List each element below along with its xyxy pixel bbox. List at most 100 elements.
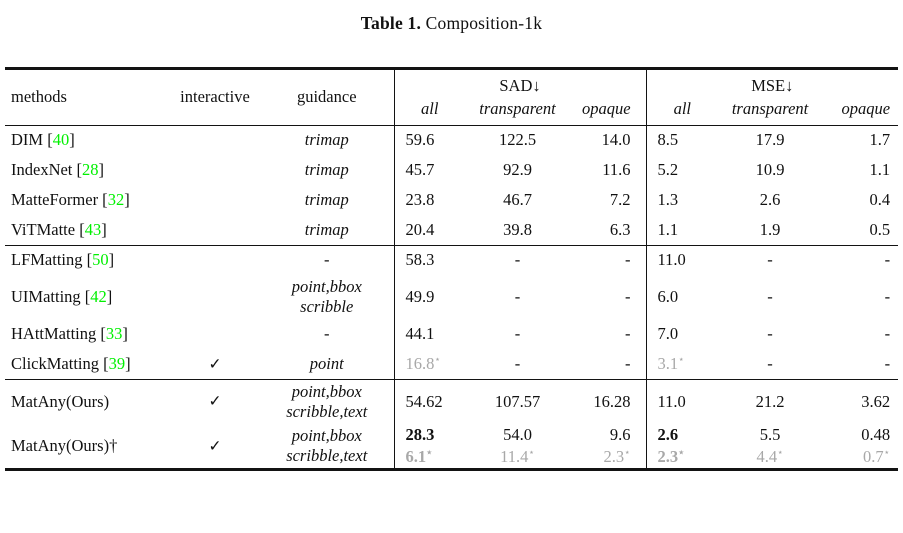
cell-sad-transparent: 92.9	[503, 160, 532, 180]
cell-mse-transparent: -	[767, 324, 773, 344]
interactive-empty	[170, 215, 260, 245]
table-row: IndexNet [28] trimap 45.7 92.9 11.6 5.2 10.9 1.…	[5, 155, 898, 185]
col-group-mse: MSE↓	[645, 70, 899, 97]
cell-sad-opaque: -	[625, 324, 631, 344]
guidance-value: point,bbox scribble,text	[286, 426, 368, 466]
cell-sad-transparent: -	[514, 287, 521, 307]
guidance-value: trimap	[304, 219, 349, 239]
cell-mse-opaque: -	[884, 287, 891, 307]
cell-mse-opaque: 0.5	[869, 219, 891, 239]
interactive-empty	[170, 185, 260, 215]
cell-mse-transparent: 10.9	[755, 160, 785, 180]
table-row: DIM [40] trimap 59.6 122.5 14.0 8.5 17.9 1.7	[5, 125, 898, 155]
cell-sad-all: 28.3 6.1⋆	[393, 424, 465, 469]
interactive-empty	[170, 275, 260, 319]
citation-number: 39	[108, 354, 126, 373]
cell-mse-opaque: 3.62	[861, 391, 891, 411]
cell-sad-transparent: 54.0 11.4⋆	[500, 425, 535, 467]
cell-mse-transparent: 2.6	[759, 190, 781, 210]
method-name: MatteFormer [32]	[11, 190, 130, 209]
cell-mse-opaque: 0.4	[869, 190, 891, 210]
cell-mse-all: 1.1	[645, 215, 719, 245]
cell-mse-opaque: -	[884, 324, 891, 344]
star-marker: ⋆	[528, 447, 535, 459]
guidance-value: point	[309, 353, 344, 373]
cell-mse-opaque: 1.1	[869, 160, 891, 180]
table-row: MatAny(Ours)† ✓ point,bbox scribble,text 28.…	[5, 424, 898, 469]
star-marker: ⋆	[678, 447, 685, 459]
cell-sad-all: 23.8	[393, 185, 465, 215]
results-table-wrap: methods interactive guidance SAD↓ MSE↓ a…	[5, 67, 899, 472]
col-header-sad-opaque: opaque	[581, 98, 631, 118]
table-caption: Table 1. Composition-1k	[0, 13, 903, 34]
method-name: ClickMatting [39]	[11, 354, 131, 373]
star-marker: ⋆	[624, 447, 631, 459]
col-header-mse-opaque: opaque	[841, 98, 891, 118]
table-row: HAttMatting [33] -44.1- -7.0- -	[5, 319, 898, 350]
cell-sad-transparent: 39.8	[503, 219, 532, 239]
cell-mse-opaque: 0.48 0.7⋆	[861, 425, 891, 467]
top-rule	[5, 67, 898, 70]
cell-sad-opaque: -	[625, 354, 631, 374]
cell-sad-opaque: -	[625, 287, 631, 307]
table-row: LFMatting [50] -58.3- -11.0- -	[5, 245, 898, 275]
cell-mse-all: 6.0	[645, 275, 719, 320]
guidance-value: -	[324, 324, 330, 344]
cell-sad-transparent: 122.5	[498, 130, 537, 150]
cell-sad-opaque: 9.6 2.3⋆	[603, 425, 631, 467]
cell-mse-opaque: 1.7	[869, 130, 891, 150]
cell-sad-opaque: 16.28	[593, 391, 631, 411]
interactive-empty	[170, 155, 260, 185]
cell-sad-opaque: 11.6	[602, 160, 631, 180]
table-block-3: MatAny(Ours) ✓ point,bbox scribble,text 54.6…	[5, 379, 899, 469]
guidance-value: trimap	[304, 189, 349, 209]
col-header-sad-transparent: transparent	[479, 98, 556, 118]
interactive-checkmark: ✓	[208, 437, 222, 455]
star-marker: ⋆	[426, 447, 433, 459]
cell-mse-transparent: 17.9	[755, 130, 785, 150]
star-marker: ⋆	[777, 447, 784, 459]
cell-sad-transparent: 46.7	[503, 190, 532, 210]
method-name: ViTMatte [43]	[11, 219, 107, 239]
cell-sad-transparent: -	[514, 250, 521, 270]
citation-number: 28	[82, 160, 99, 179]
interactive-empty	[170, 319, 260, 349]
cell-mse-transparent: 1.9	[759, 219, 781, 239]
interactive-checkmark: ✓	[208, 355, 222, 373]
cell-sad-opaque: 6.3	[609, 219, 631, 239]
cell-sad-transparent: 107.57	[494, 391, 541, 411]
col-header-methods: methods	[11, 87, 67, 107]
cell-mse-all: 7.0	[645, 319, 719, 350]
cell-mse-opaque: -	[884, 354, 891, 374]
cell-mse-all: 11.0	[645, 379, 719, 424]
cell-mse-transparent: 21.2	[755, 391, 785, 411]
interactive-empty	[170, 125, 260, 155]
results-table: methods interactive guidance SAD↓ MSE↓ a…	[5, 70, 899, 469]
interactive-checkmark: ✓	[208, 393, 222, 411]
cell-sad-all: 49.9	[393, 275, 465, 320]
cell-mse-all: 5.2	[645, 155, 719, 185]
star-marker: ⋆	[434, 354, 441, 366]
table-header: methods interactive guidance SAD↓ MSE↓ a…	[5, 70, 899, 125]
col-header-mse-all: all	[645, 97, 719, 125]
citation-number: 50	[92, 250, 109, 270]
method-name: HAttMatting [33]	[11, 324, 128, 344]
cell-mse-transparent: 5.5 4.4⋆	[756, 425, 784, 467]
method-name: LFMatting [50]	[11, 250, 115, 270]
cell-mse-transparent: -	[767, 250, 773, 270]
cell-sad-all: 20.4	[393, 215, 465, 245]
header-row-groups: methods interactive guidance SAD↓ MSE↓	[5, 70, 899, 106]
guidance-value: point,bbox scribble,text	[286, 381, 368, 421]
col-header-mse-transparent: transparent	[731, 98, 809, 118]
cell-mse-opaque: -	[884, 250, 891, 270]
citation-number: 42	[90, 287, 107, 307]
cell-mse-all: 8.5	[645, 125, 719, 155]
interactive-empty	[170, 245, 260, 275]
cell-mse-all: 1.3	[645, 185, 719, 215]
col-header-guidance: guidance	[296, 87, 357, 107]
cell-sad-transparent: -	[514, 324, 521, 344]
cell-sad-all: 54.62	[393, 379, 465, 424]
citation-number: 32	[107, 190, 125, 209]
col-header-sad-all: all	[393, 97, 465, 125]
cell-mse-transparent: -	[767, 287, 773, 307]
